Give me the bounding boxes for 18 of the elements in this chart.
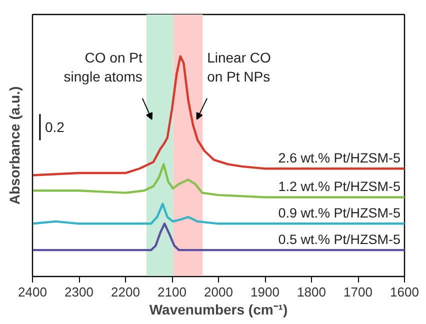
x-tick-label: 2000 bbox=[204, 284, 233, 300]
x-tick-label: 1800 bbox=[297, 284, 326, 300]
x-tick-label: 1900 bbox=[250, 284, 280, 300]
x-axis-title: Wavenumbers (cm⁻¹) bbox=[149, 302, 288, 318]
band-label: CO on Pt single atoms bbox=[64, 49, 142, 84]
annotation: 0.2 bbox=[44, 119, 65, 136]
x-tick-label: 1600 bbox=[390, 284, 419, 300]
x-tick-label: 2400 bbox=[18, 284, 47, 300]
series-label: 2.6 wt.% Pt/HZSM-5 bbox=[278, 150, 401, 166]
x-tick-label: 2100 bbox=[158, 284, 186, 300]
x-tick-label: 2200 bbox=[111, 284, 140, 300]
series-label: 0.5 wt.% Pt/HZSM-5 bbox=[278, 232, 401, 248]
series-label: 1.2 wt.% Pt/HZSM-5 bbox=[278, 179, 401, 194]
x-tick-label: 2300 bbox=[64, 284, 94, 300]
series-label: 0.9 wt.% Pt/HZSM-5 bbox=[278, 206, 401, 221]
y-axis-title: Absorbance (a.u.) bbox=[6, 86, 22, 205]
band-label: Linear CO on Pt NPs bbox=[207, 49, 271, 84]
x-tick-label: 1700 bbox=[344, 284, 372, 300]
